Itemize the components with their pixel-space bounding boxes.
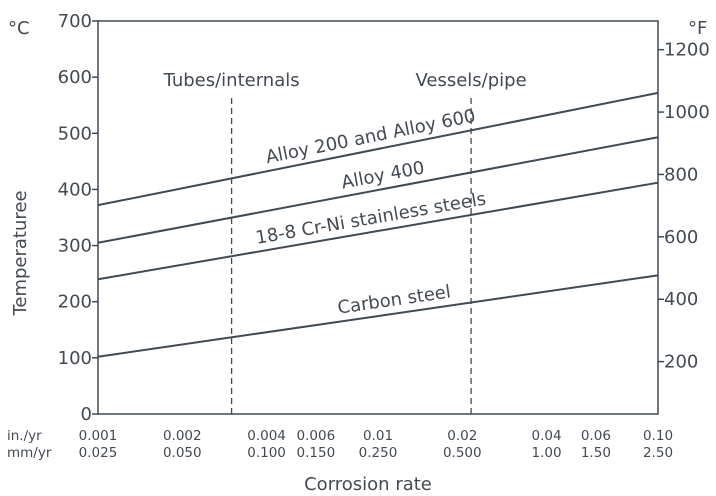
- x-tick-label-inyr: 0.002: [163, 428, 202, 444]
- x-unit-inyr: in./yr: [7, 428, 42, 444]
- y2-tick-label: 400: [664, 289, 698, 310]
- x-tick-label-inyr: 0.04: [532, 428, 562, 444]
- y-tick-label: 300: [58, 236, 92, 257]
- x-tick-label-mmyr: 1.50: [581, 445, 611, 461]
- x-tick-label-inyr: 0.02: [447, 428, 477, 444]
- y2-tick-label: 200: [664, 352, 698, 373]
- y-tick-label: 400: [58, 179, 92, 200]
- x-tick-label-mmyr: 0.500: [443, 445, 482, 461]
- annotation-label: Vessels/pipe: [415, 70, 526, 91]
- y2-tick-label: 800: [664, 164, 698, 185]
- y2-tick-label: 1000: [664, 102, 710, 123]
- x-tick-label-mmyr: 0.150: [297, 445, 336, 461]
- series-line-carbon-steel: [97, 274, 659, 358]
- x-tick-label-inyr: 0.001: [79, 428, 118, 444]
- x-tick-label-inyr: 0.10: [643, 428, 673, 444]
- x-tick-label-inyr: 0.06: [581, 428, 611, 444]
- x-tick-label-inyr: 0.01: [363, 428, 393, 444]
- x-tick-label-mmyr: 2.50: [643, 445, 673, 461]
- series-label-alloy-200-and-alloy-600: Alloy 200 and Alloy 600: [264, 106, 477, 169]
- x-tick-label-mmyr: 0.250: [359, 445, 398, 461]
- y-tick-label: 700: [58, 11, 92, 32]
- series-line-alloy-200-and-alloy-600: [97, 91, 659, 207]
- y2-tick-label: 1200: [664, 40, 710, 61]
- y-unit-right: °F: [688, 18, 707, 39]
- x-unit-mmyr: mm/yr: [7, 445, 52, 461]
- y-unit-left: °C: [8, 18, 30, 39]
- plot-frame: [97, 20, 659, 415]
- x-tick-label-mmyr: 0.050: [163, 445, 202, 461]
- x-tick-label-mmyr: 0.100: [247, 445, 286, 461]
- y-tick-label: 600: [58, 67, 92, 88]
- series-line-alloy-400: [97, 136, 659, 244]
- x-tick-label-mmyr: 1.00: [532, 445, 562, 461]
- y-tick-label: 0: [81, 404, 92, 425]
- x-tick-label-inyr: 0.004: [247, 428, 286, 444]
- x-axis-title: Corrosion rate: [304, 474, 432, 495]
- y2-tick-label: 600: [664, 227, 698, 248]
- y-axis-title: Temperaturee: [10, 190, 31, 316]
- x-tick-label-mmyr: 0.025: [79, 445, 118, 461]
- series-line-18-8-cr-ni-stainless-steels: [97, 181, 659, 281]
- y-tick-label: 200: [58, 292, 92, 313]
- x-tick-label-inyr: 0.006: [297, 428, 336, 444]
- annotation-label: Tubes/internals: [163, 70, 300, 91]
- y-tick-label: 100: [58, 348, 92, 369]
- y-tick-label: 500: [58, 123, 92, 144]
